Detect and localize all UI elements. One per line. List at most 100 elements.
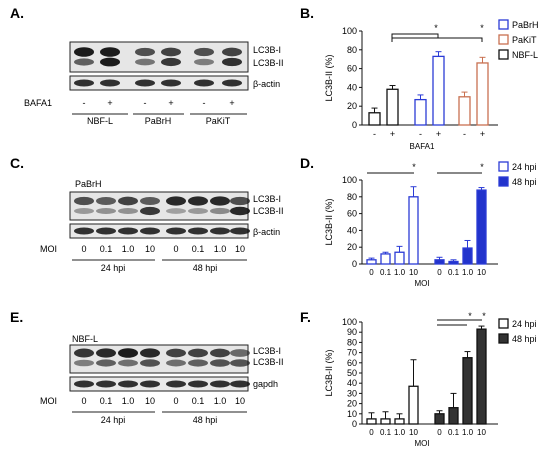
- significance-marker: *: [434, 23, 438, 33]
- blot-band: [166, 196, 186, 206]
- x-tick-label: 0: [369, 428, 374, 437]
- blot-band: [166, 208, 186, 214]
- timepoint-label: 24 hpi: [101, 263, 126, 273]
- bar: [476, 328, 487, 425]
- significance-bracket: [391, 37, 483, 42]
- blot-band: [118, 227, 138, 235]
- x-tick-label: +: [480, 129, 485, 139]
- legend-label: 48 hpi: [512, 334, 537, 344]
- moi-value: 0: [81, 396, 86, 406]
- y-tick-label: 100: [342, 175, 357, 185]
- blot-band: [210, 380, 230, 388]
- blot-band: [230, 349, 250, 357]
- x-tick-label: 0: [437, 268, 442, 277]
- blot-band: [74, 47, 94, 57]
- moi-value: 1.0: [122, 396, 135, 406]
- sample-label: PaBrH: [75, 179, 102, 189]
- blot-band: [230, 359, 250, 367]
- blot-band: [74, 348, 94, 358]
- blot-band: [74, 208, 94, 214]
- blot-band: [74, 227, 94, 235]
- blot-band: [222, 47, 242, 57]
- bar: [408, 385, 419, 425]
- legend-label: 24 hpi: [512, 319, 537, 329]
- x-tick-label: -: [463, 129, 466, 139]
- blot-band: [210, 359, 230, 367]
- legend-swatch: [498, 176, 509, 187]
- x-tick-label: -: [373, 129, 376, 139]
- blot-band: [74, 196, 94, 206]
- bar: [462, 357, 473, 425]
- moi-value: 0: [173, 244, 178, 254]
- y-tick-label: 0: [352, 419, 357, 429]
- blot-band: [118, 380, 138, 388]
- moi-value: 1.0: [214, 396, 227, 406]
- moi-value: 0: [173, 396, 178, 406]
- blot-band: [188, 359, 208, 367]
- blot-band: [135, 58, 155, 66]
- moi-value: 0.1: [100, 244, 113, 254]
- bar: [476, 189, 487, 265]
- x-tick-label: 10: [477, 268, 486, 277]
- moi-value: 0.1: [192, 396, 205, 406]
- x-tick-label: 1.0: [462, 428, 474, 437]
- blot-bands: [74, 348, 250, 388]
- lc3b-blot-frame: [69, 41, 249, 73]
- moi-values: 0 0.1 1.0 10 0 0.1 1.0 10: [81, 396, 245, 406]
- blot-band: [140, 348, 160, 358]
- blot-band: [74, 359, 94, 367]
- x-axis-label: BAFA1: [410, 142, 435, 151]
- y-axis-label: LC3B-II (%): [324, 54, 334, 101]
- blot-band: [118, 196, 138, 206]
- y-axis-label: LC3B-II (%): [324, 198, 334, 245]
- y-tick-label: 70: [347, 348, 357, 358]
- band-label-lc3b-ii: LC3B-II: [253, 357, 284, 367]
- moi-value: 1.0: [122, 244, 135, 254]
- significance-marker: *: [468, 311, 472, 321]
- moi-value: 10: [235, 396, 245, 406]
- blot-band: [74, 79, 94, 87]
- moi-value: 0: [81, 244, 86, 254]
- y-tick-label: 0: [352, 259, 357, 269]
- blot-band: [96, 207, 116, 215]
- bar: [432, 55, 445, 126]
- blot-band: [74, 380, 94, 388]
- blot-band: [194, 58, 214, 66]
- loading-control-blot-frame: [69, 75, 249, 91]
- x-tick-label: +: [390, 129, 395, 139]
- blot-band: [161, 79, 181, 87]
- bar: [380, 253, 391, 265]
- y-tick-label: 10: [347, 409, 357, 419]
- treatment-label: BAFA1: [24, 98, 52, 108]
- y-tick-label: 50: [347, 368, 357, 378]
- panel-c-blot: LC3B-I LC3B-II β-actin MOI 0 0.1 1.0 10 0 0.1…: [40, 191, 284, 273]
- legend-swatch: [498, 333, 509, 344]
- group-label: PaKiT: [206, 116, 231, 126]
- y-tick-label: 20: [347, 242, 357, 252]
- bar: [366, 418, 377, 425]
- blot-band: [188, 196, 208, 206]
- blot-band: [230, 227, 250, 235]
- blot-band: [96, 380, 116, 388]
- band-label-lc3b-i: LC3B-I: [253, 45, 281, 55]
- panel-e-blot: LC3B-I LC3B-II gapdh MOI 0 0.1 1.0 10 0 0.1 1.…: [40, 344, 284, 425]
- bar: [386, 88, 399, 126]
- legend-swatch: [498, 318, 509, 329]
- lc3b-blot-frame: [69, 191, 249, 221]
- moi-value: 10: [235, 244, 245, 254]
- panel-b-label: B.: [300, 5, 314, 21]
- blot-band: [188, 348, 208, 358]
- x-tick-label: 0.1: [448, 268, 460, 277]
- bar: [462, 247, 473, 265]
- panel-d-label: D.: [300, 155, 314, 171]
- x-tick-label: 10: [409, 428, 418, 437]
- blot-band: [230, 196, 250, 206]
- treatment-sign: -: [144, 98, 147, 108]
- y-tick-label: 60: [347, 358, 357, 368]
- legend-label: PaBrH: [512, 20, 539, 30]
- blot-band: [100, 47, 120, 57]
- bar: [368, 112, 381, 126]
- blot-band: [230, 206, 250, 216]
- treatment-sign: +: [107, 98, 112, 108]
